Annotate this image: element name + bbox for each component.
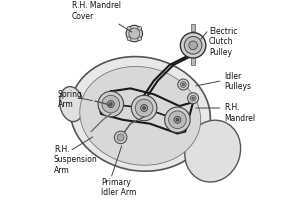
Text: R.H.
Suspension
Arm: R.H. Suspension Arm xyxy=(54,144,98,174)
Text: R.H. Mandrel
Cover: R.H. Mandrel Cover xyxy=(72,1,132,33)
Circle shape xyxy=(102,96,120,113)
Circle shape xyxy=(117,134,124,141)
Circle shape xyxy=(178,80,189,91)
Text: R.H.
Mandrel: R.H. Mandrel xyxy=(224,103,256,122)
Circle shape xyxy=(176,119,179,122)
Circle shape xyxy=(135,100,153,117)
Bar xyxy=(191,25,196,32)
Circle shape xyxy=(188,93,199,104)
Circle shape xyxy=(184,37,202,55)
Text: Spring
Arm: Spring Arm xyxy=(58,89,83,108)
Circle shape xyxy=(169,111,186,129)
Circle shape xyxy=(174,117,181,124)
Circle shape xyxy=(192,98,194,100)
Ellipse shape xyxy=(70,57,210,171)
Circle shape xyxy=(114,131,127,144)
Circle shape xyxy=(182,84,184,86)
Ellipse shape xyxy=(60,87,84,122)
Circle shape xyxy=(180,82,186,88)
Ellipse shape xyxy=(80,67,201,165)
Circle shape xyxy=(143,107,145,110)
Circle shape xyxy=(127,38,131,42)
Circle shape xyxy=(98,92,124,117)
Circle shape xyxy=(126,26,142,43)
Text: Electric
Clutch
Pulley: Electric Clutch Pulley xyxy=(209,27,237,56)
Circle shape xyxy=(107,101,114,108)
Circle shape xyxy=(131,96,157,121)
Bar xyxy=(191,58,196,65)
Text: Idler
Pulleys: Idler Pulleys xyxy=(224,71,251,91)
Circle shape xyxy=(141,105,148,112)
Circle shape xyxy=(138,27,142,31)
Circle shape xyxy=(110,103,112,106)
Circle shape xyxy=(180,33,206,59)
Ellipse shape xyxy=(185,121,241,182)
Circle shape xyxy=(165,108,190,133)
Circle shape xyxy=(190,96,196,102)
Circle shape xyxy=(127,27,131,31)
Circle shape xyxy=(138,38,142,42)
Circle shape xyxy=(129,29,140,40)
Text: Primary
Idler Arm: Primary Idler Arm xyxy=(101,177,136,196)
Circle shape xyxy=(189,42,197,50)
